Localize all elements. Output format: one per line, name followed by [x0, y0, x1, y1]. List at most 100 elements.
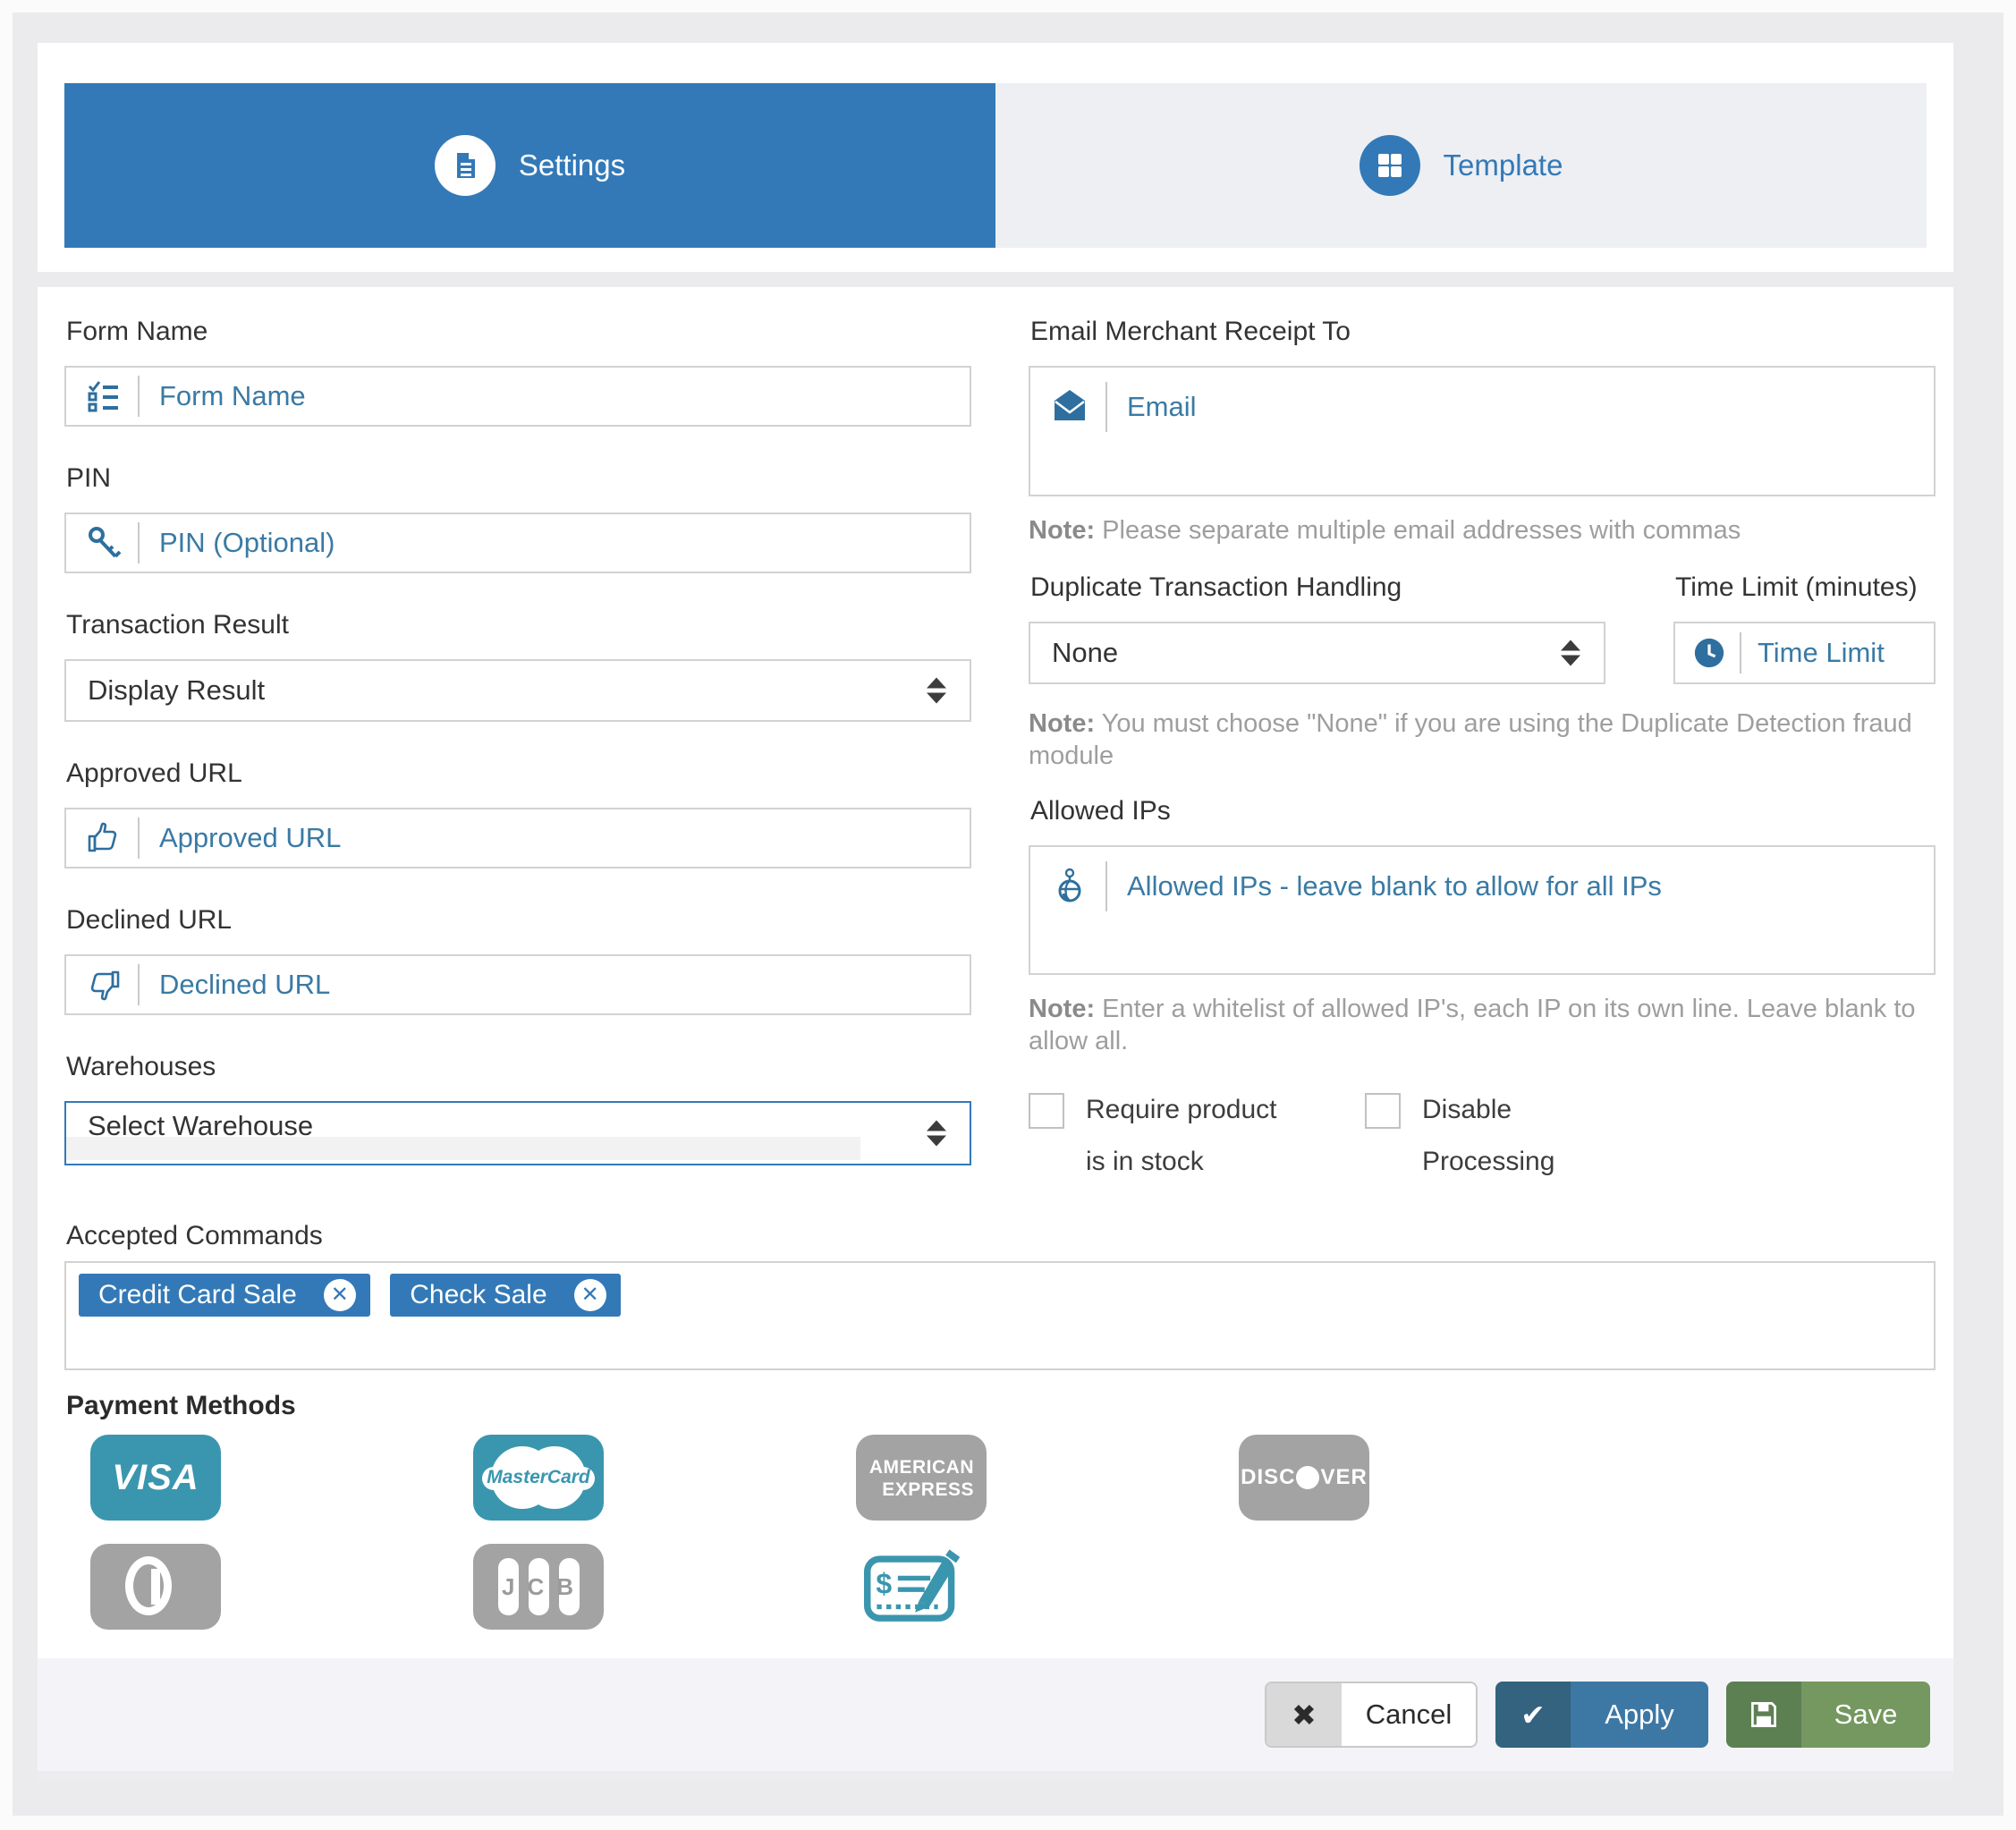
note-label: Note: [1029, 516, 1096, 545]
allowed-ips-note: Note: Enter a whitelist of allowed IP's,… [1029, 993, 1936, 1057]
tag-label: Check Sale [410, 1280, 547, 1309]
duplicate-handling-select[interactable]: None [1029, 622, 1605, 684]
payment-amex-card[interactable]: AMERICAN EXPRESS [856, 1435, 987, 1521]
tab-bar: Settings Template [64, 83, 1927, 248]
require-stock-option: Require product is in stock [1029, 1091, 1292, 1188]
note-text: You must choose "None" if you are using … [1029, 709, 1912, 770]
input-divider [138, 964, 140, 1005]
note-text: Please separate multiple email addresses… [1095, 516, 1741, 545]
grid-icon [1359, 135, 1420, 196]
action-bar: ✖ Cancel ✔ Apply Save [38, 1658, 1953, 1780]
email-receipt-label: Email Merchant Receipt To [1030, 317, 1351, 346]
remove-tag-icon[interactable]: ✕ [323, 1279, 356, 1311]
check-icon: ✔ [1495, 1682, 1571, 1748]
save-button[interactable]: Save [1726, 1682, 1930, 1748]
form-name-placeholder: Form Name [159, 380, 306, 411]
check-payment-icon: $ [864, 1549, 961, 1622]
thumbs-down-icon [86, 967, 122, 1003]
pin-placeholder: PIN (Optional) [159, 527, 335, 558]
warehouses-value: Select Warehouse [88, 1110, 314, 1141]
warehouses-clip-strip [66, 1137, 860, 1160]
tabs-panel: Settings Template [38, 43, 1953, 272]
email-receipt-note: Note: Please separate multiple email add… [1029, 514, 1936, 546]
jcb-logo: JCB [501, 1572, 586, 1600]
declined-url-label: Declined URL [66, 905, 233, 935]
payment-methods-label: Payment Methods [66, 1391, 296, 1420]
pin-label: PIN [66, 463, 112, 493]
approved-url-input[interactable]: Approved URL [64, 808, 971, 868]
amex-logo: AMERICAN EXPRESS [856, 1435, 987, 1521]
payment-check-card[interactable]: $ [856, 1544, 987, 1630]
clock-icon [1691, 636, 1727, 670]
tab-settings[interactable]: Settings [64, 83, 995, 248]
right-column: Email Merchant Receipt To Email Note: Pl… [1029, 316, 1936, 1188]
input-divider [138, 818, 140, 859]
disable-processing-label: Disable Processing [1422, 1095, 1555, 1176]
input-divider [138, 376, 140, 417]
updown-arrows-icon [1561, 640, 1580, 666]
allowed-ips-textarea[interactable]: Allowed IPs - leave blank to allow for a… [1029, 845, 1936, 975]
pin-input[interactable]: PIN (Optional) [64, 513, 971, 573]
left-column: Form Name Form Name PIN [64, 316, 971, 1165]
input-divider [1740, 632, 1741, 674]
payment-mastercard-card[interactable]: MasterCard [473, 1435, 604, 1521]
tag-credit-card-sale[interactable]: Credit Card Sale ✕ [79, 1274, 370, 1317]
input-divider [1105, 861, 1107, 911]
time-limit-placeholder: Time Limit [1758, 637, 1885, 668]
transaction-result-select[interactable]: Display Result [64, 659, 971, 722]
input-divider [1105, 382, 1107, 432]
duplicate-handling-note: Note: You must choose "None" if you are … [1029, 707, 1936, 772]
disable-processing-option: Disable Processing [1365, 1091, 1579, 1188]
allowed-ips-placeholder: Allowed IPs - leave blank to allow for a… [1127, 870, 1662, 902]
jcb-bar [559, 1558, 580, 1615]
svg-text:$: $ [876, 1567, 892, 1599]
payment-diners-card[interactable] [90, 1544, 221, 1630]
jcb-bar [498, 1558, 519, 1615]
warehouses-label: Warehouses [66, 1052, 216, 1081]
form-name-label: Form Name [66, 317, 208, 346]
floppy-icon [1726, 1682, 1801, 1748]
updown-arrows-icon [927, 677, 946, 704]
save-button-label: Save [1801, 1682, 1930, 1748]
time-limit-input[interactable]: Time Limit [1673, 622, 1936, 684]
warehouses-select[interactable]: Select Warehouse [64, 1101, 971, 1165]
disable-processing-checkbox[interactable] [1365, 1093, 1401, 1129]
email-receipt-textarea[interactable]: Email [1029, 366, 1936, 496]
mastercard-pill [482, 1467, 595, 1490]
key-icon [86, 525, 122, 561]
discover-text-before: DISC [1241, 1465, 1296, 1489]
declined-url-input[interactable]: Declined URL [64, 954, 971, 1015]
settings-form: Form Name Form Name PIN [38, 287, 1953, 1658]
payment-discover-card[interactable]: DISC VER [1239, 1435, 1369, 1521]
remove-tag-icon[interactable]: ✕ [573, 1279, 606, 1311]
require-stock-label: Require product is in stock [1086, 1095, 1277, 1176]
payment-visa-card[interactable]: VISA [90, 1435, 221, 1521]
visa-logo: VISA [112, 1457, 199, 1497]
document-icon [434, 135, 496, 196]
apply-button-label: Apply [1571, 1682, 1708, 1748]
duplicate-handling-label: Duplicate Transaction Handling [1030, 572, 1402, 602]
accepted-commands-box[interactable]: Credit Card Sale ✕ Check Sale ✕ [64, 1261, 1936, 1370]
declined-url-placeholder: Declined URL [159, 969, 331, 1000]
approved-url-placeholder: Approved URL [159, 822, 342, 853]
tab-template[interactable]: Template [995, 83, 1927, 248]
duplicate-handling-value: None [1052, 637, 1119, 668]
payment-jcb-card[interactable]: JCB [473, 1544, 604, 1630]
amex-line2: EXPRESS [882, 1479, 974, 1500]
note-text: Enter a whitelist of allowed IP's, each … [1029, 995, 1916, 1055]
discover-text-after: VER [1320, 1465, 1368, 1489]
note-label: Note: [1029, 995, 1096, 1023]
form-name-input[interactable]: Form Name [64, 366, 971, 427]
globe-icon [1052, 867, 1088, 902]
require-stock-checkbox[interactable] [1029, 1093, 1064, 1129]
input-divider [138, 522, 140, 563]
accepted-commands-label: Accepted Commands [66, 1221, 323, 1250]
tag-check-sale[interactable]: Check Sale ✕ [390, 1274, 621, 1317]
diners-logo-bar [151, 1569, 160, 1605]
apply-button[interactable]: ✔ Apply [1495, 1682, 1708, 1748]
note-label: Note: [1029, 709, 1096, 738]
cancel-button[interactable]: ✖ Cancel [1265, 1682, 1478, 1748]
jcb-bar [529, 1558, 549, 1615]
diners-logo [125, 1556, 172, 1615]
thumbs-up-icon [86, 820, 122, 856]
